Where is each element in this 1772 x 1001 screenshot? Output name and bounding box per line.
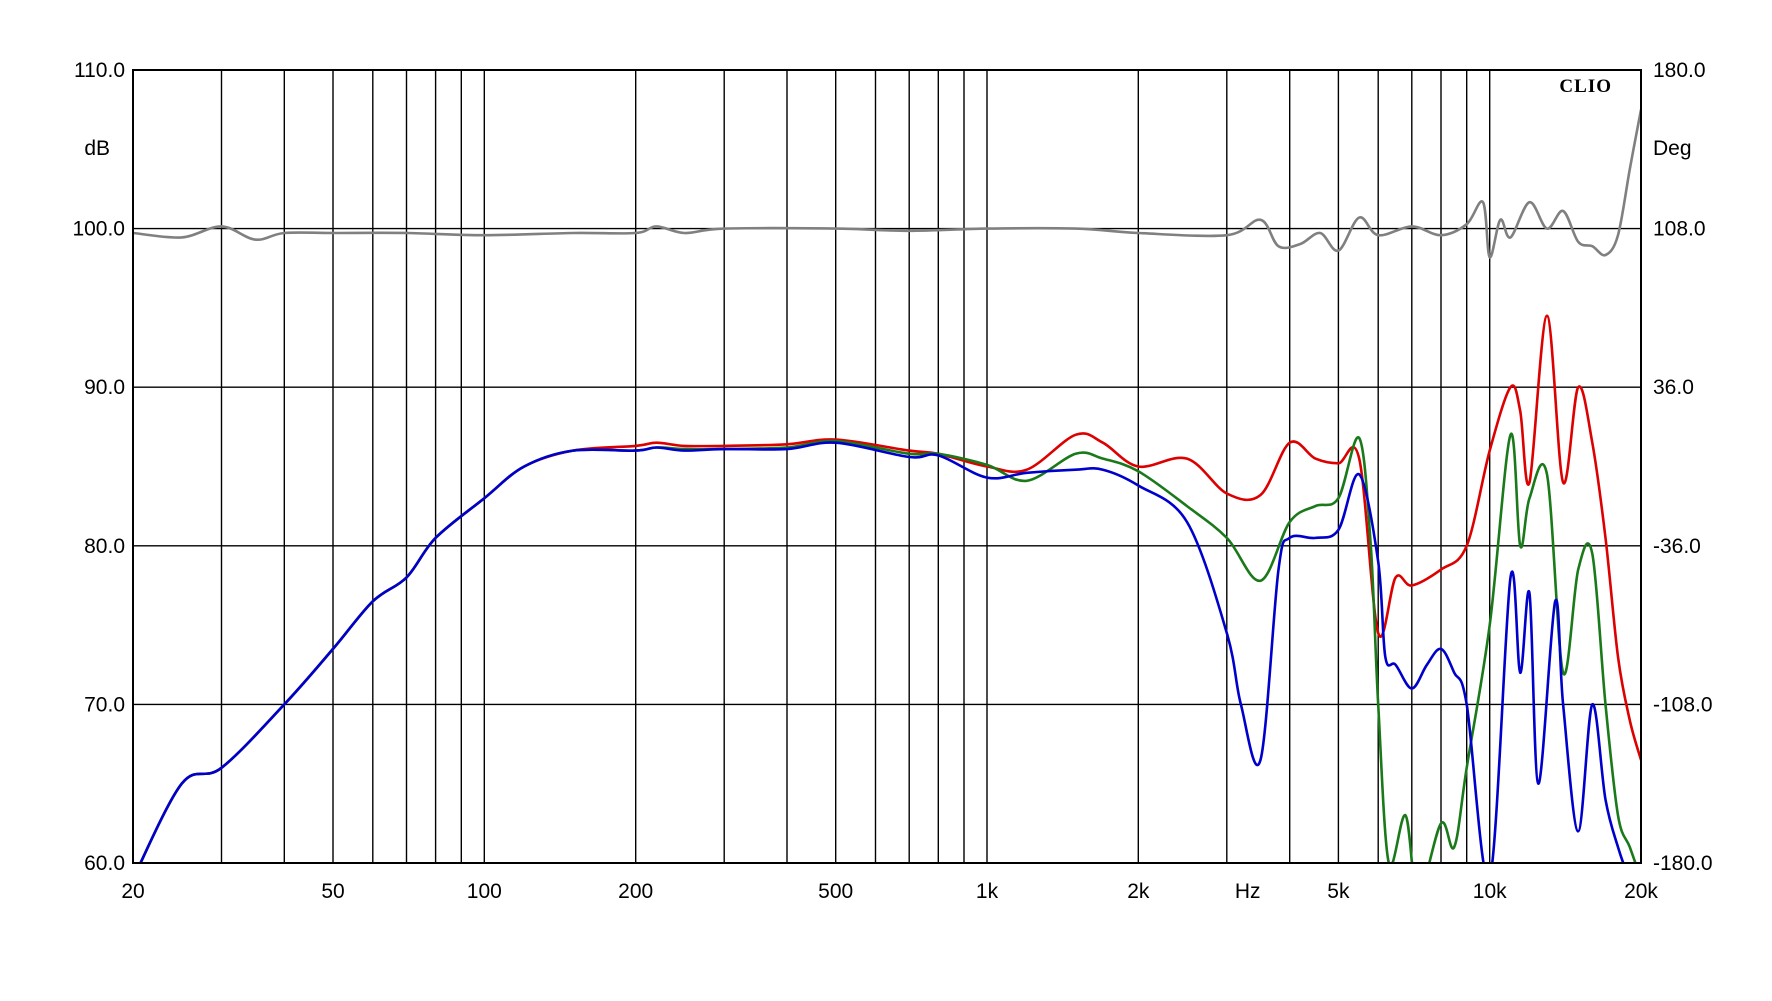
y-left-unit-label: dB [84, 137, 110, 160]
x-tick-label: 1k [976, 880, 999, 903]
x-tick-label: 10k [1473, 880, 1507, 903]
plot-frame [132, 69, 1642, 864]
x-tick-label: Hz [1235, 880, 1261, 903]
y-right-tick-label: 36.0 [1653, 376, 1694, 399]
y-right-tick-label: -180.0 [1653, 852, 1713, 875]
y-left-tick-label: 80.0 [84, 535, 125, 558]
x-tick-label: 5k [1327, 880, 1350, 903]
data-series [133, 108, 1641, 863]
x-tick-label: 50 [321, 880, 344, 903]
y-right-tick-label: -36.0 [1653, 535, 1701, 558]
x-tick-label: 500 [818, 880, 853, 903]
brand-logo: CLIO [1559, 76, 1612, 97]
y-right-tick-label: 180.0 [1653, 59, 1706, 82]
y-right-unit-label: Deg [1653, 137, 1692, 160]
x-tick-label: 20 [121, 880, 144, 903]
tick-labels: 20 50 100 200 500 1k 2k Hz 5k 10k 20k 110.0 100.0 90.… [72, 59, 1712, 903]
y-right-tick-label: -108.0 [1653, 693, 1713, 716]
y-left-tick-label: 110.0 [74, 59, 125, 82]
y-right-tick-label: 108.0 [1653, 218, 1706, 241]
y-left-tick-label: 90.0 [84, 376, 125, 399]
x-tick-label: 20k [1624, 880, 1658, 903]
series-line-1 [133, 108, 1641, 259]
y-left-tick-label: 100.0 [72, 218, 125, 241]
y-left-tick-label: 70.0 [84, 693, 125, 716]
x-tick-label: 200 [618, 880, 653, 903]
x-tick-label: 2k [1127, 880, 1150, 903]
series-line-4 [139, 441, 1625, 863]
y-left-tick-label: 60.0 [84, 852, 125, 875]
x-tick-label: 100 [467, 880, 502, 903]
